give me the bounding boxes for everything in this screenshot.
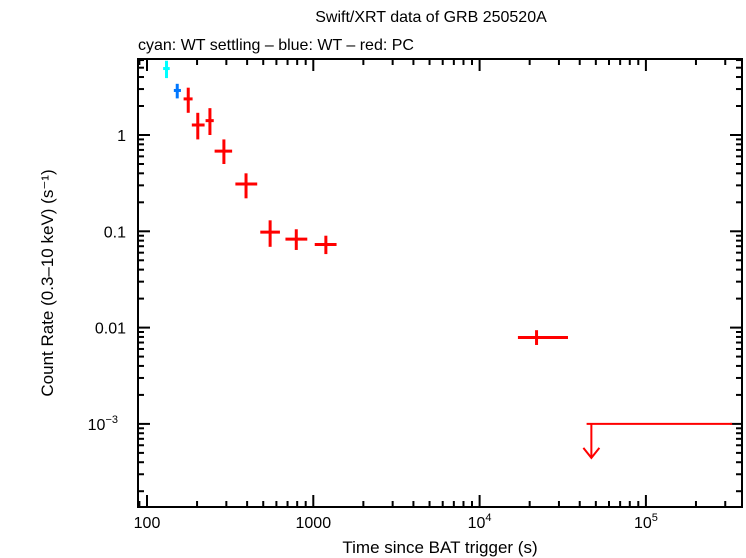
x-tick-label: 100 <box>134 515 161 532</box>
y-tick-label: 0.1 <box>104 224 126 241</box>
y-tick-label: 0.01 <box>95 321 126 338</box>
y-axis-label: Count Rate (0.3–10 keV) (s⁻¹) <box>38 169 57 396</box>
x-axis-label: Time since BAT trigger (s) <box>342 538 537 557</box>
chart-subtitle: cyan: WT settling – blue: WT – red: PC <box>138 37 414 54</box>
chart-title: Swift/XRT data of GRB 250520A <box>315 9 547 26</box>
y-tick-label: 1 <box>117 128 126 145</box>
upper-limit-arrowhead <box>582 447 601 460</box>
plot-frame <box>137 58 743 508</box>
y-tick-label: 10−3 <box>88 414 118 434</box>
x-tick-label: 105 <box>634 512 658 532</box>
x-tick-label: 1000 <box>296 515 332 532</box>
x-tick-label: 104 <box>468 512 492 532</box>
